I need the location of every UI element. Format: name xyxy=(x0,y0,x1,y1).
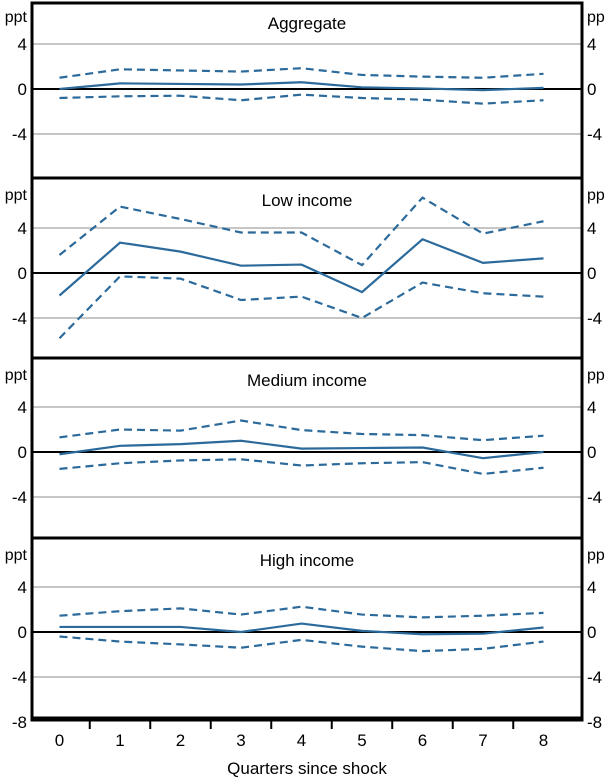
y-tick-label-left: 0 xyxy=(18,623,27,642)
response-line xyxy=(59,81,544,92)
y-tick-label-right: 4 xyxy=(587,219,596,238)
panel-title: Low income xyxy=(262,191,353,210)
y-tick-label-left: 0 xyxy=(18,443,27,462)
unit-label-left: ppt xyxy=(5,367,28,384)
y-tick-label-left: -8 xyxy=(12,713,27,732)
x-tick-label: 1 xyxy=(115,731,124,750)
y-tick-label-left: -4 xyxy=(12,488,27,507)
y-tick-label-left: -4 xyxy=(12,309,27,328)
response-line xyxy=(58,237,544,297)
confidence-band-upper xyxy=(59,67,544,79)
confidence-band-upper xyxy=(59,605,544,619)
y-tick-label-right: -4 xyxy=(587,668,602,687)
unit-label-right: ppt xyxy=(587,367,605,384)
y-tick-label-right: 0 xyxy=(587,264,596,283)
y-tick-label-left: -4 xyxy=(12,125,27,144)
confidence-band-lower xyxy=(59,635,544,653)
panel-title: Aggregate xyxy=(268,14,346,33)
unit-label-left: ppt xyxy=(5,9,28,26)
y-tick-label-left: 4 xyxy=(18,398,27,417)
response-line xyxy=(59,439,544,460)
y-tick-label-left: 0 xyxy=(18,264,27,283)
x-tick-label: 5 xyxy=(357,731,366,750)
confidence-band-upper xyxy=(58,196,544,267)
y-tick-label-right: 4 xyxy=(587,398,596,417)
x-tick-label: 7 xyxy=(478,731,487,750)
x-tick-label: 6 xyxy=(418,731,427,750)
unit-label-right: ppt xyxy=(587,547,605,564)
y-tick-label-left: -4 xyxy=(12,668,27,687)
panel-title: Medium income xyxy=(247,371,367,390)
x-tick-label: 4 xyxy=(297,731,306,750)
unit-label-left: ppt xyxy=(5,187,28,204)
y-tick-label-right: 0 xyxy=(587,623,596,642)
confidence-band-lower xyxy=(59,458,544,476)
x-tick-label: 0 xyxy=(55,731,64,750)
unit-label-right: ppt xyxy=(587,9,605,26)
y-tick-label-right: -4 xyxy=(587,125,602,144)
y-tick-label-right: 4 xyxy=(587,578,596,597)
confidence-band-lower xyxy=(59,93,544,105)
y-tick-label-left: 4 xyxy=(18,35,27,54)
y-tick-label-right: -8 xyxy=(587,713,602,732)
response-line xyxy=(59,622,544,636)
y-tick-label-right: 4 xyxy=(587,35,596,54)
x-tick-label: 2 xyxy=(176,731,185,750)
y-tick-label-left: 0 xyxy=(18,80,27,99)
y-tick-label-right: 0 xyxy=(587,80,596,99)
unit-label-right: ppt xyxy=(587,187,605,204)
y-tick-label-right: -4 xyxy=(587,309,602,328)
y-tick-label-left: 4 xyxy=(18,578,27,597)
confidence-band-lower xyxy=(58,275,544,340)
x-tick-label: 3 xyxy=(236,731,245,750)
y-tick-label-left: 4 xyxy=(18,219,27,238)
y-tick-label-right: 0 xyxy=(587,443,596,462)
x-axis-title: Quarters since shock xyxy=(227,759,387,778)
unit-label-left: ppt xyxy=(5,547,28,564)
panel-title: High income xyxy=(260,551,355,570)
x-tick-label: 8 xyxy=(539,731,548,750)
confidence-band-upper xyxy=(59,419,544,442)
y-tick-label-right: -4 xyxy=(587,488,602,507)
